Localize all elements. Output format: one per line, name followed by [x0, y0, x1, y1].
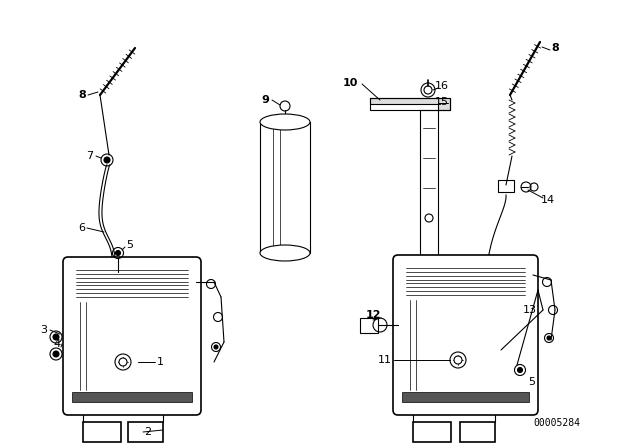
Circle shape — [214, 345, 218, 349]
Text: 13: 13 — [523, 305, 537, 315]
Bar — [460, 422, 495, 442]
Text: 11: 11 — [378, 355, 392, 365]
Text: 1: 1 — [157, 357, 163, 367]
Text: 5: 5 — [529, 377, 536, 387]
Circle shape — [53, 351, 59, 357]
Text: 6: 6 — [79, 223, 86, 233]
Bar — [498, 180, 514, 192]
Text: 8: 8 — [78, 90, 86, 100]
Text: 3: 3 — [40, 325, 47, 335]
Circle shape — [115, 250, 120, 255]
Circle shape — [547, 336, 551, 340]
Circle shape — [119, 358, 127, 366]
Bar — [83, 422, 121, 442]
Text: 5: 5 — [127, 240, 134, 250]
Bar — [420, 110, 438, 255]
Bar — [402, 392, 529, 402]
Text: 7: 7 — [86, 151, 93, 161]
Bar — [413, 422, 451, 442]
Bar — [370, 98, 450, 110]
Text: 15: 15 — [435, 97, 449, 107]
Ellipse shape — [260, 114, 310, 130]
Circle shape — [53, 334, 59, 340]
Text: 4: 4 — [53, 339, 61, 349]
Circle shape — [518, 367, 522, 372]
Bar — [128, 422, 163, 442]
Text: 10: 10 — [342, 78, 358, 88]
Text: 12: 12 — [365, 310, 381, 320]
Bar — [260, 122, 310, 253]
Text: 9: 9 — [261, 95, 269, 105]
Circle shape — [104, 157, 110, 163]
Text: 00005284: 00005284 — [533, 418, 580, 428]
Bar — [72, 392, 192, 402]
FancyBboxPatch shape — [393, 255, 538, 415]
FancyBboxPatch shape — [63, 257, 201, 415]
Text: 8: 8 — [551, 43, 559, 53]
Text: 16: 16 — [435, 81, 449, 91]
Polygon shape — [370, 98, 450, 110]
Bar — [360, 318, 378, 333]
Circle shape — [454, 356, 462, 364]
Text: 14: 14 — [541, 195, 555, 205]
Text: 2: 2 — [145, 427, 152, 437]
Ellipse shape — [260, 245, 310, 261]
